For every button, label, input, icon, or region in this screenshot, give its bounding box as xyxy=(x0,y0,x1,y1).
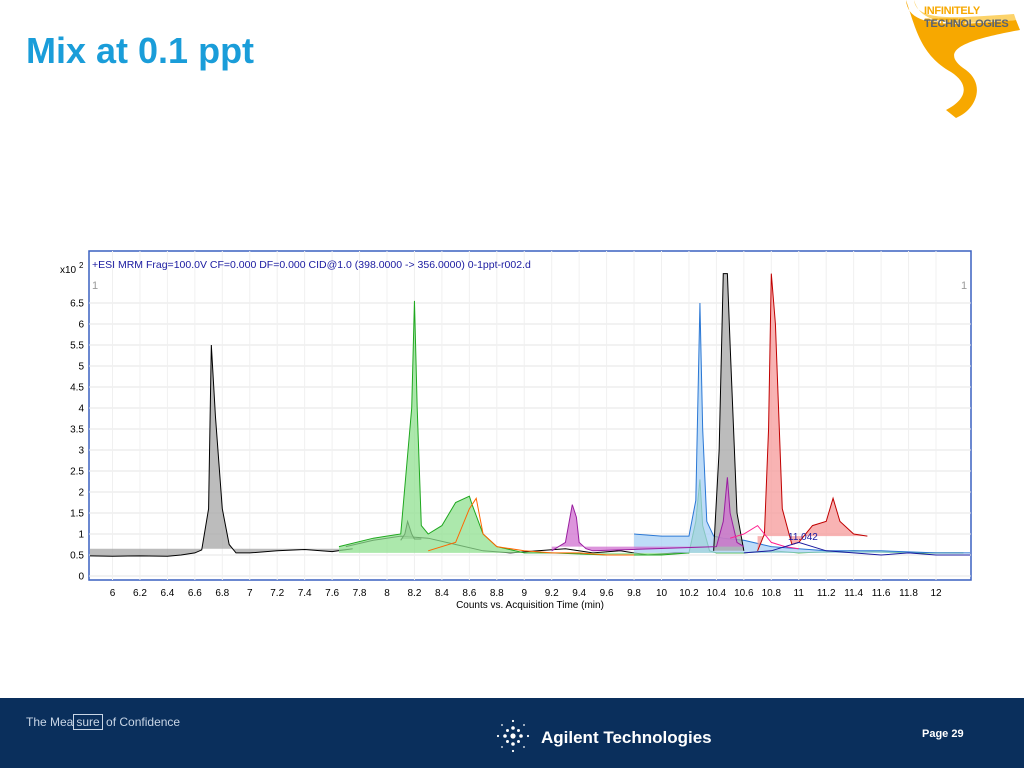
agilent-spark-icon xyxy=(496,719,530,753)
x-tick-label: 7.8 xyxy=(353,588,367,599)
page-number: Page 29 xyxy=(922,728,964,740)
x-tick-label: 9.6 xyxy=(600,588,614,599)
y-tick-label: 5.5 xyxy=(70,341,84,352)
series-line-10 xyxy=(743,541,970,556)
series-layer xyxy=(90,273,970,557)
y-tick-label: 4.5 xyxy=(70,383,84,394)
x-tick-label: 8 xyxy=(384,588,390,599)
peak-fill-4 xyxy=(634,303,970,553)
x-tick-label: 12 xyxy=(930,588,942,599)
y-tick-label: 0 xyxy=(78,572,84,583)
x-tick-label: 10 xyxy=(656,588,668,599)
footer-tagline: The Mea sure of Confidence xyxy=(26,714,181,730)
series-line-8 xyxy=(428,496,635,556)
series-line-5 xyxy=(713,273,745,551)
tagline-boxed: sure xyxy=(73,714,103,730)
x-tick-label: 9.8 xyxy=(627,588,641,599)
x-tick-label: 7 xyxy=(247,588,253,599)
x-tick-label: 6 xyxy=(110,588,116,599)
x-tick-labels: 6 6.2 6.4 6.6 6.8 7 7.2 7.4 7.6 7.8 8 8.2 8.4 8.6 8.8 9… xyxy=(110,588,942,599)
x-tick-label: 6.6 xyxy=(188,588,202,599)
series-line-9 xyxy=(729,524,799,550)
y-tick-label: 2.5 xyxy=(70,467,84,478)
peak-fill-6 xyxy=(757,273,868,551)
y-tick-label: 1.5 xyxy=(70,509,84,520)
x-tick-label: 8.2 xyxy=(407,588,421,599)
y-tick-label: 3.5 xyxy=(70,425,84,436)
tagline-part1: The Mea xyxy=(26,715,74,729)
infinitely-better-ribbon-logo xyxy=(906,0,1020,118)
y-tick-label: 6 xyxy=(78,320,84,331)
marker-left: 1 xyxy=(92,280,98,292)
x-tick-label: 7.4 xyxy=(298,588,312,599)
x-tick-label: 10.8 xyxy=(762,588,782,599)
x-tick-label: 11.6 xyxy=(872,588,891,599)
peak-fill-7 xyxy=(551,477,744,551)
y-tick-label: 2 xyxy=(78,488,84,499)
tagline-part2: of Confidence xyxy=(102,715,181,729)
x-tick-label: 9.2 xyxy=(545,588,559,599)
x-tick-label: 6.8 xyxy=(215,588,229,599)
series-line-0 xyxy=(90,344,353,557)
brand-tagline-line2: TECHNOLOGIES xyxy=(924,18,1009,30)
x-tick-label: 8.4 xyxy=(435,588,449,599)
peak-annotation: 11.042 xyxy=(788,532,818,543)
peak-fill-5 xyxy=(713,273,744,551)
y-tick-label: 3 xyxy=(78,446,84,457)
y-tick-label: 6.5 xyxy=(70,299,84,310)
footer-bar xyxy=(0,698,1024,768)
peak-fill-0 xyxy=(90,345,353,557)
x-tick-label: 10.2 xyxy=(679,588,699,599)
x-tick-label: 10.4 xyxy=(707,588,727,599)
x-tick-label: 9.4 xyxy=(572,588,586,599)
y-tick-label: 1 xyxy=(78,530,84,541)
x-tick-label: 8.6 xyxy=(462,588,476,599)
series-line-7 xyxy=(551,477,745,552)
company-name: Agilent Technologies xyxy=(541,728,712,747)
x-axis-label: Counts vs. Acquisition Time (min) xyxy=(456,600,604,611)
x-tick-label: 11 xyxy=(794,588,805,599)
x-tick-label: 8.8 xyxy=(490,588,504,599)
x-tick-label: 7.2 xyxy=(270,588,284,599)
brand-tagline-line1: INFINITELY BETTER xyxy=(924,5,980,29)
x-tick-label: 7.6 xyxy=(325,588,339,599)
y-tick-label: 5 xyxy=(78,362,84,373)
x-tick-label: 6.2 xyxy=(133,588,147,599)
y-exponent: 2 xyxy=(79,261,84,270)
x-tick-label: 11.8 xyxy=(899,588,918,599)
chart-title: +ESI MRM Frag=100.0V CF=0.000 DF=0.000 C… xyxy=(92,259,531,271)
x-tick-label: 10.6 xyxy=(734,588,754,599)
chromatogram-chart: 00.511.522.533.544.555.566.5 6 6.2 6.4 6.6 6… xyxy=(60,250,972,611)
x-tick-label: 6.4 xyxy=(160,588,174,599)
y-multiplier: x10 xyxy=(60,265,77,276)
x-tick-label: 11.4 xyxy=(844,588,863,599)
y-tick-label: 4 xyxy=(78,404,84,415)
y-tick-labels: 0 0.5 1 1.5 2 2.5 3 3.5 4 4.5 5 5.5 6 6.5 xyxy=(70,299,84,583)
x-tick-label: 11.2 xyxy=(817,588,836,599)
x-tick-label: 9 xyxy=(521,588,527,599)
y-tick-label: 0.5 xyxy=(70,551,84,562)
slide-title: Mix at 0.1 ppt xyxy=(26,30,255,71)
marker-right: 1 xyxy=(961,280,967,292)
